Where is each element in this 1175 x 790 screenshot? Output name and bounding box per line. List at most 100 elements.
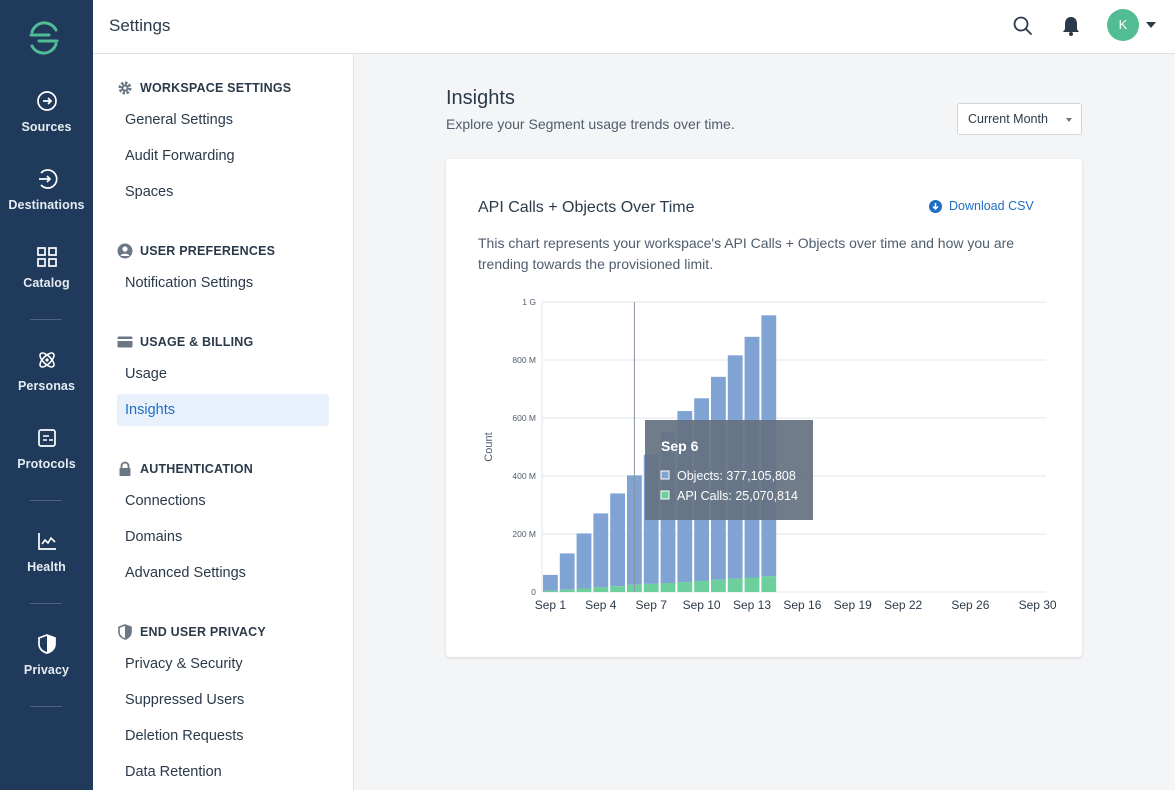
sidebar-item-spaces[interactable]: Spaces (125, 184, 174, 200)
nav-catalog[interactable]: Catalog (0, 246, 93, 292)
bar-objects (610, 493, 625, 587)
section-heading: END USER PRIVACY (140, 625, 266, 639)
bar-api-calls (576, 588, 592, 592)
section-heading: AUTHENTICATION (140, 462, 253, 476)
protocols-icon (37, 429, 56, 447)
bar-api-calls (660, 583, 676, 592)
credit-card-icon (117, 336, 133, 348)
tooltip-api-calls-label: API Calls: 25,070,814 (677, 489, 798, 503)
chevron-down-icon (1066, 118, 1072, 122)
download-csv-button[interactable]: Download CSV (929, 199, 1034, 213)
destinations-icon (38, 169, 58, 189)
bar-api-calls (610, 586, 625, 592)
sidebar-item-connections[interactable]: Connections (125, 493, 206, 509)
bar-api-calls (543, 590, 558, 592)
y-tick-label: 0 (531, 587, 536, 597)
page-subtitle: Explore your Segment usage trends over t… (446, 116, 735, 132)
section-user-preferences: USER PREFERENCES (117, 243, 275, 259)
nav-protocols-label: Protocols (17, 457, 76, 471)
x-tick-label: Sep 4 (585, 598, 617, 612)
sidebar-item-audit-forwarding[interactable]: Audit Forwarding (125, 148, 235, 164)
bar-objects (543, 574, 558, 591)
sidebar-item-advanced-settings[interactable]: Advanced Settings (125, 565, 246, 581)
lock-icon (119, 461, 131, 476)
x-tick-label: Sep 1 (535, 598, 567, 612)
sidebar-item-domains[interactable]: Domains (125, 529, 183, 545)
page-title: Insights (446, 87, 515, 109)
tooltip-title: Sep 6 (661, 438, 699, 454)
sidebar-item-suppressed-users[interactable]: Suppressed Users (125, 692, 245, 708)
main-content: Insights Explore your Segment usage tren… (354, 54, 1175, 790)
nav-sources[interactable]: Sources (0, 90, 93, 136)
nav-privacy-label: Privacy (23, 663, 70, 677)
nav-divider (30, 706, 62, 707)
y-axis-label: Count (483, 432, 495, 461)
sidebar-item-privacy-security[interactable]: Privacy & Security (125, 656, 243, 672)
y-tick-label: 1 G (522, 297, 536, 307)
bar-api-calls (761, 576, 777, 592)
nav-privacy[interactable]: Privacy (0, 633, 93, 679)
sidebar-item-insights[interactable]: Insights (117, 394, 329, 426)
bar-api-calls (559, 589, 575, 592)
nav-catalog-label: Catalog (23, 276, 70, 290)
date-range-select[interactable]: Current Month (957, 103, 1082, 135)
avatar[interactable]: K (1107, 9, 1139, 41)
usage-chart: 0 200 M 400 M 600 M 800 M 1 G Count Sep 1 Sep 4 S… (483, 297, 1057, 612)
tooltip-api-calls-swatch (660, 490, 670, 500)
bar-api-calls (677, 582, 693, 592)
sidebar-item-general-settings[interactable]: General Settings (125, 112, 234, 128)
nav-sources-label: Sources (21, 120, 72, 134)
sources-icon (36, 91, 57, 111)
y-tick-label: 600 M (512, 413, 536, 423)
section-heading: WORKSPACE SETTINGS (140, 81, 292, 95)
chart-title: API Calls + Objects Over Time (478, 199, 695, 216)
sidebar-item-usage[interactable]: Usage (125, 366, 167, 382)
bar-api-calls (593, 587, 609, 592)
y-tick-label: 800 M (512, 355, 536, 365)
nav-protocols[interactable]: Protocols (0, 427, 93, 473)
x-tick-label: Sep 22 (884, 598, 922, 612)
bar-objects (559, 553, 575, 590)
privacy-icon (37, 634, 56, 654)
sidebar-item-deletion-requests[interactable]: Deletion Requests (125, 728, 244, 744)
nav-divider (30, 500, 62, 501)
x-tick-label: Sep 30 (1019, 598, 1057, 612)
bar-api-calls (643, 583, 659, 592)
bar-api-calls (727, 578, 743, 592)
sidebar-item-data-retention[interactable]: Data Retention (125, 764, 222, 780)
nav-divider (30, 319, 62, 320)
shield-icon (118, 624, 132, 640)
health-icon (37, 533, 56, 550)
catalog-icon (36, 247, 57, 267)
section-heading: USER PREFERENCES (140, 244, 276, 258)
tooltip-objects-label: Objects: 377,105,808 (677, 469, 796, 483)
search-icon[interactable] (1012, 15, 1034, 37)
date-range-value: Current Month (968, 112, 1048, 126)
nav-health[interactable]: Health (0, 530, 93, 576)
nav-destinations[interactable]: Destinations (0, 168, 93, 214)
download-icon (929, 199, 942, 213)
gear-icon (118, 81, 132, 95)
chart-description: This chart represents your workspace's A… (478, 235, 1015, 272)
tooltip-objects-swatch (660, 470, 670, 480)
section-heading: USAGE & BILLING (140, 335, 254, 349)
download-csv-label: Download CSV (949, 199, 1034, 213)
bar-api-calls (711, 579, 726, 592)
left-nav: Sources Destinations Catalog Personas Pr (0, 0, 93, 790)
nav-personas[interactable]: Personas (0, 349, 93, 395)
x-tick-label: Sep 26 (951, 598, 989, 612)
x-tick-label: Sep 16 (783, 598, 821, 612)
chart-card: API Calls + Objects Over Time Download C… (446, 159, 1082, 657)
x-tick-label: Sep 10 (683, 598, 721, 612)
y-tick-label: 400 M (512, 471, 536, 481)
user-icon (117, 243, 133, 259)
sidebar-item-notification-settings[interactable]: Notification Settings (125, 275, 254, 291)
segment-logo-icon[interactable] (26, 20, 62, 56)
bell-icon[interactable] (1060, 15, 1082, 37)
x-tick-label: Sep 19 (834, 598, 872, 612)
section-usage-billing: USAGE & BILLING (117, 334, 253, 350)
page-header-title: Settings (109, 16, 171, 35)
section-end-user-privacy: END USER PRIVACY (117, 624, 266, 640)
tooltip-box (645, 420, 813, 520)
chevron-down-icon[interactable] (1146, 22, 1156, 28)
